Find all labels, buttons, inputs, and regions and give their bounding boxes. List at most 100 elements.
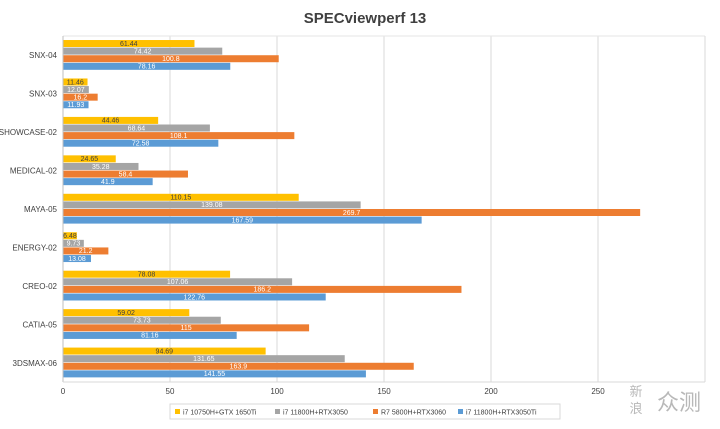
data-label: 6.48 [63,233,77,240]
category-label: SNX-04 [29,51,58,60]
data-label: 61.44 [120,41,138,48]
legend-frame [169,403,561,420]
bar [63,232,77,240]
watermark-line1: 新 [629,384,642,400]
data-label: 74.42 [134,48,152,55]
bar [63,270,231,278]
data-label: 58.4 [119,171,133,178]
data-label: 108.1 [170,133,188,140]
category-label: MEDICAL-02 [10,167,58,176]
bar [63,216,422,224]
data-label: 163.9 [230,364,248,371]
legend-entry: i7 10750H+GTX 1650Ti [183,410,257,417]
bar [63,370,366,378]
data-label: 59.02 [117,310,135,317]
bar [63,40,195,48]
bar [63,101,89,109]
watermark: 新 浪 众测 [629,384,701,417]
category-label: SHOWCASE-02 [0,128,58,137]
bar [63,62,231,70]
data-label: 11.46 [67,79,84,86]
category-label: CATIA-05 [22,320,57,329]
legend-swatch [175,409,180,414]
legend-swatch [458,409,463,414]
data-label: 94.69 [156,348,174,355]
data-label: 16.2 [74,94,88,101]
data-label: 115 [180,325,191,332]
data-label: 24.65 [81,156,99,163]
data-label: 68.64 [128,125,146,132]
bar [63,247,109,255]
x-tick-label: 50 [166,387,175,396]
data-label: 9.73 [67,241,81,248]
axis-layer: 0 50 100 150 200 250 SNX-04 SNX-03 SHOWCASE-02 ME… [0,36,705,396]
bar [63,209,641,216]
data-label: 78.16 [138,64,156,71]
data-label: 11.93 [67,102,84,109]
x-tick-label: 150 [377,387,391,396]
data-label: 13.08 [68,256,86,263]
legend-entry: i7 11800H+RTX3050 [283,410,348,417]
data-label: 186.2 [253,287,271,294]
bar [63,309,190,317]
bar [63,316,221,324]
x-tick-label: 0 [61,387,66,396]
bar [63,278,293,286]
data-label: 81.16 [141,333,159,340]
bar [63,116,159,124]
data-label: 122.76 [184,294,206,301]
data-label: 110.15 [170,195,191,202]
bar [63,193,299,201]
bar [63,201,361,209]
data-label: 12.07 [67,87,85,94]
bar [63,293,326,301]
x-tick-label: 250 [591,387,605,396]
category-label: CREO-02 [22,282,57,291]
bar [63,47,223,55]
bar [63,331,237,339]
data-label: 41.9 [101,179,115,186]
legend: i7 10750H+GTX 1650Ti i7 11800H+RTX3050 R7 … [169,403,561,420]
bar [63,93,98,101]
bar [63,78,88,86]
data-label: 35.28 [92,164,110,171]
data-label: 100.8 [162,56,180,63]
x-tick-label: 100 [270,387,284,396]
bar [63,178,153,186]
category-label: ENERGY-02 [12,243,57,252]
data-label: 141.55 [204,371,226,378]
x-tick-label: 200 [484,387,498,396]
data-label: 44.46 [102,118,120,125]
watermark-text: 众测 [657,391,701,416]
legend-swatch [373,409,378,414]
category-label: MAYA-05 [24,205,58,214]
data-label: 72.58 [132,141,150,148]
bar [63,162,139,170]
category-label: SNX-03 [29,90,58,99]
legend-swatch [275,409,280,414]
data-label: 73.73 [133,318,151,325]
bar [63,155,116,163]
bar [63,239,84,247]
bar-layer [63,40,641,378]
bar [63,132,295,140]
data-label: 167.59 [232,217,254,224]
chart-title: SPECviewperf 13 [304,10,427,27]
bar [63,55,279,63]
bar [63,86,89,94]
legend-entry: R7 5800H+RTX3060 [381,410,446,417]
data-label: 139.08 [201,202,223,209]
bar [63,324,310,332]
data-label: 131.65 [193,356,215,363]
bar [63,347,266,355]
data-label: 78.08 [138,271,156,278]
bar [63,355,345,363]
bar [63,124,210,132]
bar [63,362,414,370]
legend-entry: i7 11800H+RTX3050Ti [466,410,537,417]
data-label: 269.7 [343,210,361,217]
bar [63,170,188,178]
data-label: 21.2 [79,248,93,255]
